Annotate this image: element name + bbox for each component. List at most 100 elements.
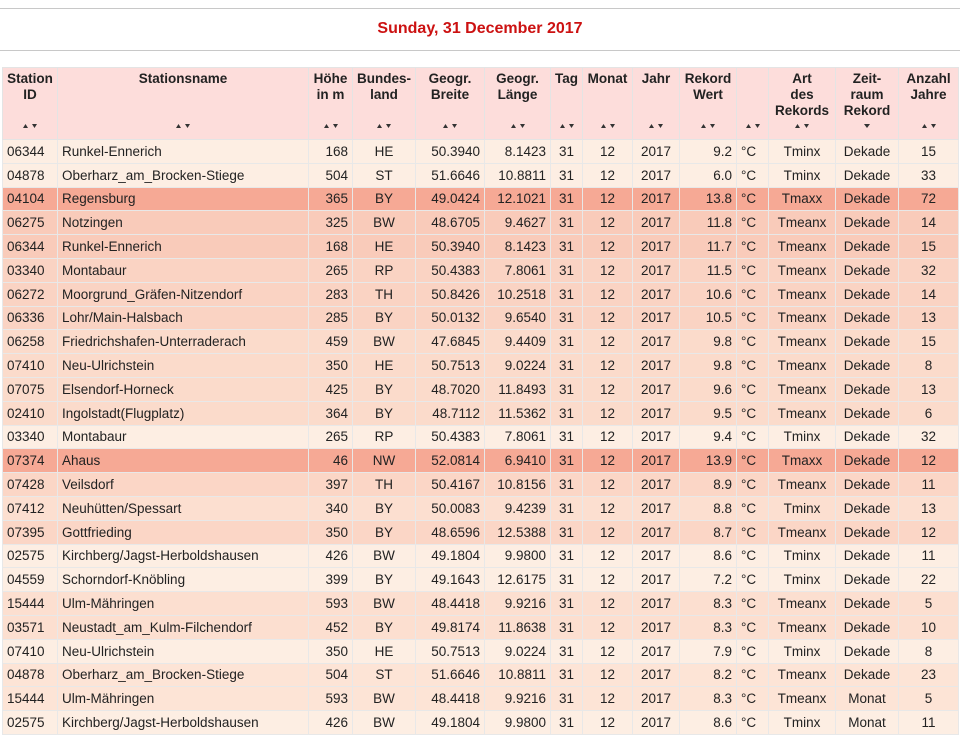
cell: 31	[550, 472, 583, 497]
cell: 8.3	[679, 614, 737, 640]
column-header[interactable]: Station ID	[2, 67, 58, 140]
cell: °C	[736, 400, 769, 426]
sort-control[interactable]	[737, 117, 768, 133]
cell: 2017	[632, 614, 680, 640]
cell: 12	[582, 186, 633, 212]
cell: 2017	[632, 495, 680, 521]
cell: °C	[736, 710, 769, 735]
cell: 8.6	[679, 710, 737, 735]
cell: Dekade	[835, 139, 899, 164]
sort-arrows[interactable]	[745, 123, 760, 129]
sort-arrows[interactable]	[921, 123, 936, 129]
sort-control[interactable]	[769, 117, 835, 133]
cell: °C	[736, 662, 769, 688]
cell: 13	[898, 495, 959, 521]
cell: Dekade	[835, 353, 899, 378]
column-header[interactable]: Tag	[550, 67, 583, 140]
sort-control[interactable]	[58, 117, 308, 133]
cell: 12	[582, 614, 633, 640]
sort-arrows[interactable]	[649, 123, 663, 129]
column-header[interactable]	[736, 67, 769, 140]
column-header[interactable]: Rekord Wert	[679, 67, 737, 140]
sort-arrows[interactable]	[23, 123, 37, 129]
cell: Tminx	[768, 543, 836, 569]
cell: °C	[736, 162, 769, 188]
sort-arrows[interactable]	[600, 123, 615, 129]
column-header[interactable]: Stationsname	[57, 67, 309, 140]
cell: 265	[308, 424, 353, 450]
cell: 2017	[632, 662, 680, 688]
column-header[interactable]: Höhe in m	[308, 67, 353, 140]
column-header[interactable]: Geogr. Länge	[484, 67, 551, 140]
cell: °C	[736, 329, 769, 355]
sort-arrows[interactable]	[443, 123, 457, 129]
cell: 07075	[2, 376, 58, 402]
cell: 12	[582, 519, 633, 545]
cell: 8.8	[679, 495, 737, 521]
cell: 9.0224	[484, 638, 551, 664]
sort-control[interactable]	[899, 117, 958, 133]
sort-arrows[interactable]	[377, 123, 391, 129]
sort-control[interactable]	[551, 117, 582, 133]
cell: 31	[550, 210, 583, 236]
sort-control[interactable]	[583, 117, 632, 133]
cell: 9.8	[679, 353, 737, 378]
sort-control[interactable]	[309, 117, 352, 133]
cell: Friedrichshafen-Unterraderach	[57, 329, 309, 355]
cell: 2017	[632, 686, 680, 712]
sort-arrows[interactable]	[176, 123, 190, 129]
data-row: 07374 Ahaus 46 NW 52.0814 6.9410 31 12 2017 13.9 °…	[2, 448, 959, 474]
sort-arrows[interactable]	[701, 123, 715, 129]
sort-control[interactable]	[680, 117, 736, 133]
cell: 12	[582, 210, 633, 236]
data-row: 03340 Montabaur 265 RP 50.4383 7.8061 31 12 2017…	[2, 424, 959, 450]
cell: 10.6	[679, 281, 737, 307]
sort-arrows[interactable]	[559, 123, 574, 129]
column-header[interactable]: Bundes- land	[352, 67, 416, 140]
sort-arrows[interactable]	[795, 123, 809, 129]
cell: 15	[898, 139, 959, 164]
cell: 5	[898, 686, 959, 712]
cell: Tmeanx	[768, 614, 836, 640]
cell: Dekade	[835, 162, 899, 188]
data-row: 07395 Gottfrieding 350 BY 48.6596 12.5388 31 12…	[2, 519, 959, 545]
cell: 2017	[632, 424, 680, 450]
column-header[interactable]: Jahr	[632, 67, 680, 140]
column-header[interactable]: Anzahl Jahre	[898, 67, 959, 140]
sort-control[interactable]	[416, 117, 484, 133]
cell: 9.4627	[484, 210, 551, 236]
sort-arrows[interactable]	[323, 123, 338, 129]
sort-control[interactable]	[3, 117, 57, 133]
column-header[interactable]: Geogr. Breite	[415, 67, 485, 140]
cell: 31	[550, 448, 583, 474]
cell: 31	[550, 400, 583, 426]
cell: 04878	[2, 162, 58, 188]
sort-control[interactable]	[836, 117, 898, 133]
cell: 14	[898, 281, 959, 307]
cell: Neustadt_am_Kulm-Filchendorf	[57, 614, 309, 640]
cell: 11.8	[679, 210, 737, 236]
cell: Tminx	[768, 638, 836, 664]
cell: °C	[736, 614, 769, 640]
cell: 12	[898, 519, 959, 545]
data-row: 06344 Runkel-Ennerich 168 HE 50.3940 8.1423 31…	[2, 234, 959, 259]
cell: Tmeanx	[768, 472, 836, 497]
cell: 6.0	[679, 162, 737, 188]
sort-arrows[interactable]	[510, 123, 525, 129]
column-header[interactable]: Zeit- raum Rekord	[835, 67, 899, 140]
column-header[interactable]: Art des Rekords	[768, 67, 836, 140]
cell: Kirchberg/Jagst-Herboldshausen	[57, 543, 309, 569]
column-header[interactable]: Monat	[582, 67, 633, 140]
cell: 15	[898, 234, 959, 259]
cell: BY	[352, 614, 416, 640]
sort-arrows[interactable]	[864, 123, 870, 129]
sort-control[interactable]	[633, 117, 679, 133]
cell: BY	[352, 305, 416, 331]
sort-control[interactable]	[353, 117, 415, 133]
cell: 2017	[632, 448, 680, 474]
cell: °C	[736, 139, 769, 164]
cell: 399	[308, 567, 353, 593]
cell: 452	[308, 614, 353, 640]
cell: 50.3940	[415, 139, 485, 164]
sort-control[interactable]	[485, 117, 550, 133]
